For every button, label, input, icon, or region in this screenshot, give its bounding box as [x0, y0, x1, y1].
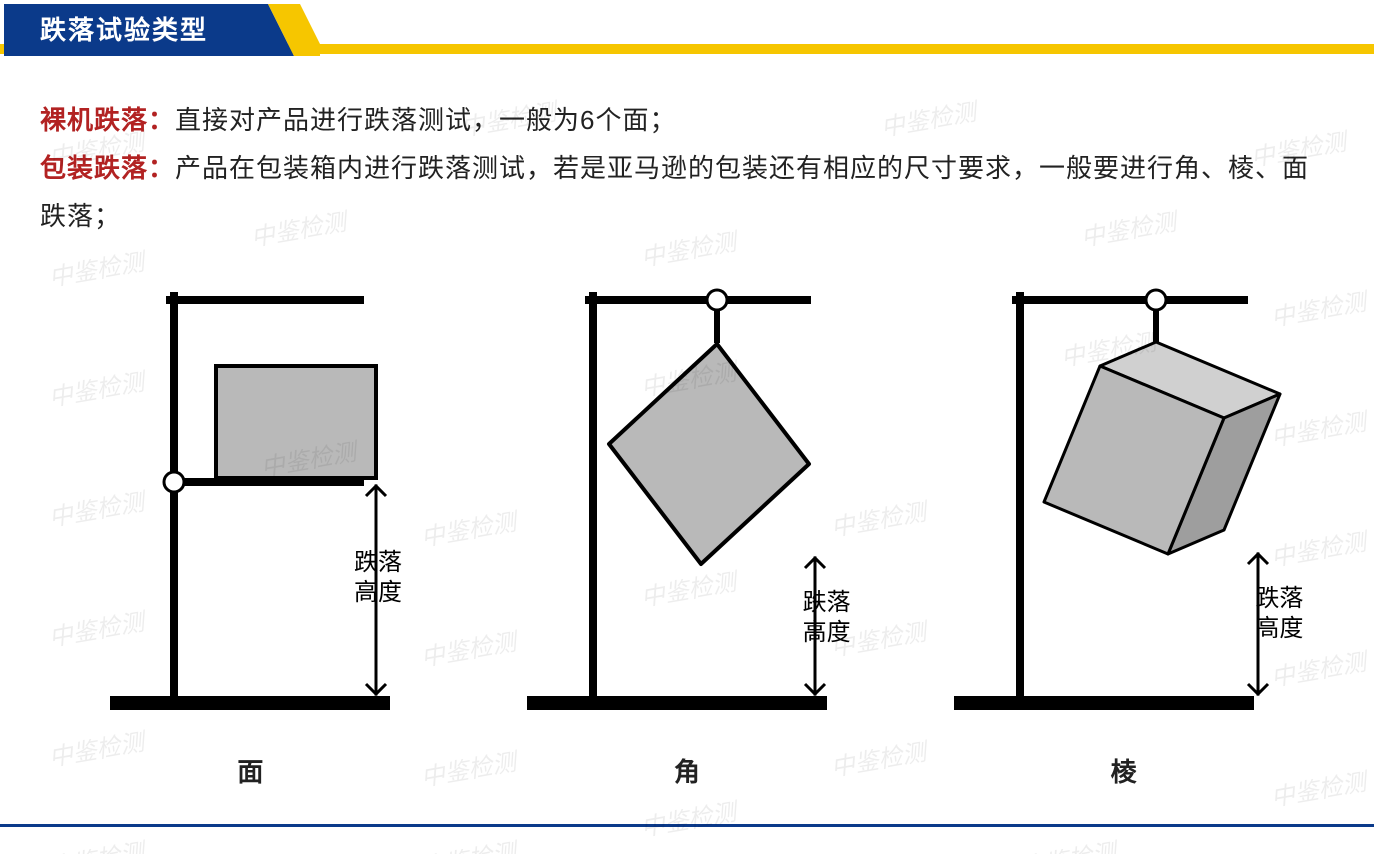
text-bare-drop: 直接对产品进行跌落测试，一般为6个面；	[175, 105, 676, 135]
diagram-svg-face	[70, 258, 430, 728]
watermark: 中鉴检测	[418, 832, 519, 854]
diagrams-row: 跌落高度面 跌落高度角 跌落高度棱	[32, 258, 1342, 806]
diagram-svg-edge	[924, 258, 1324, 728]
text-packaged-drop: 产品在包装箱内进行跌落测试，若是亚马逊的包装还有相应的尺寸要求，一般要进行角、棱…	[40, 153, 1309, 231]
diagram-corner: 跌落高度角	[469, 258, 906, 806]
diagram-face: 跌落高度面	[32, 258, 469, 806]
description-block: 裸机跌落：直接对产品进行跌落测试，一般为6个面； 包装跌落：产品在包装箱内进行跌…	[40, 96, 1334, 240]
diagram-caption-corner: 角	[469, 752, 906, 789]
diagram-caption-face: 面	[32, 752, 469, 789]
watermark: 中鉴检测	[1018, 832, 1119, 854]
bottom-rule	[0, 824, 1374, 827]
drop-height-label: 跌落高度	[803, 588, 851, 648]
banner-title: 跌落试验类型	[40, 10, 208, 47]
watermark: 中鉴检测	[46, 832, 147, 854]
drop-height-label: 跌落高度	[1255, 584, 1303, 644]
drop-height-label: 跌落高度	[354, 548, 402, 608]
diagram-edge: 跌落高度棱	[905, 258, 1342, 806]
label-bare-drop: 裸机跌落：	[40, 105, 175, 135]
diagram-caption-edge: 棱	[905, 752, 1342, 789]
label-packaged-drop: 包装跌落：	[40, 153, 175, 183]
diagram-svg-corner	[497, 258, 877, 728]
section-banner: 跌落试验类型	[0, 0, 320, 56]
